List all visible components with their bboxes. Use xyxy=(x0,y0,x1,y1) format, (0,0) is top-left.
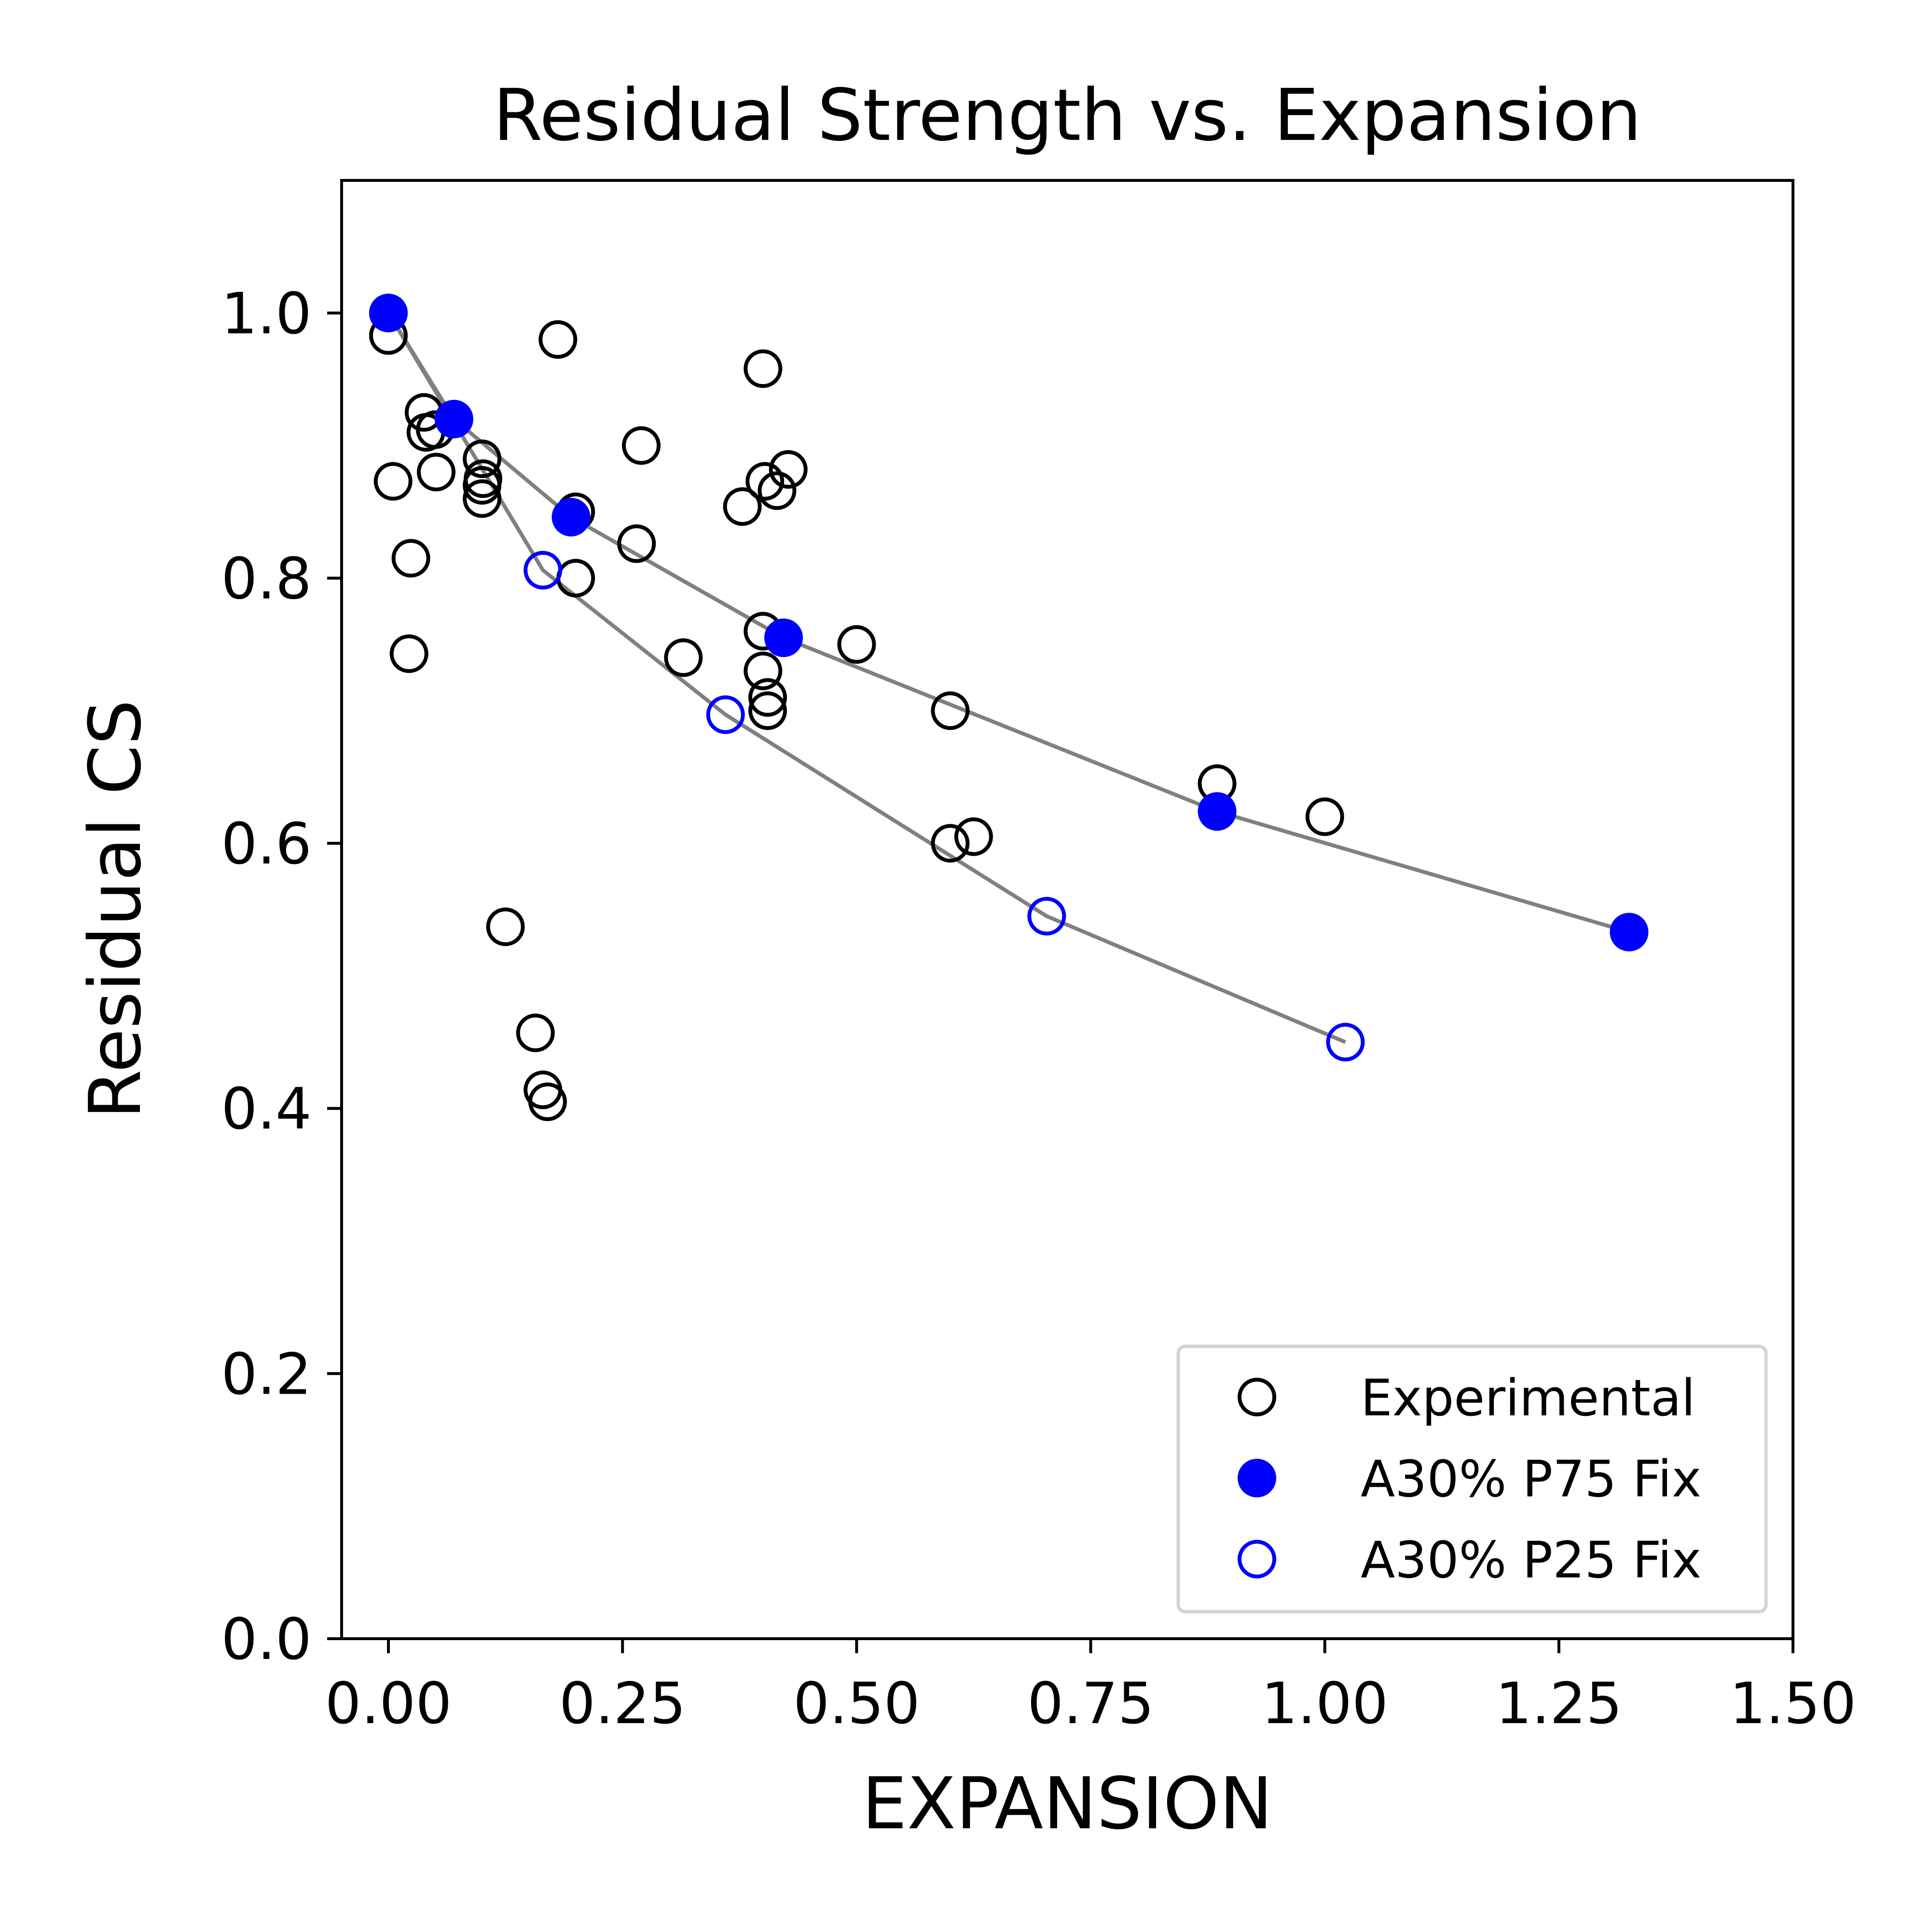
legend-marker-0 xyxy=(1238,1378,1276,1416)
data-point-s0-8 xyxy=(463,439,502,479)
data-point-s0-15 xyxy=(528,1082,567,1121)
legend-label-0: Experimental xyxy=(1361,1369,1696,1427)
x-tick-label-1: 0.25 xyxy=(559,1670,686,1737)
data-point-s0-29 xyxy=(748,678,787,717)
data-point-s0-21 xyxy=(664,638,703,677)
data-point-s1-1 xyxy=(434,399,473,438)
data-point-s1-4 xyxy=(1198,792,1237,831)
legend-marker-1 xyxy=(1238,1459,1276,1497)
data-point-s0-3 xyxy=(391,539,430,578)
data-point-s0-31 xyxy=(837,625,876,664)
x-tick-label-3: 0.75 xyxy=(1027,1670,1154,1737)
legend: Experimental A30% P75 Fix A30% P25 Fix xyxy=(1176,1344,1768,1614)
data-point-s0-28 xyxy=(744,651,783,690)
y-axis-label: Residual CS xyxy=(74,699,157,1119)
data-point-s0-20 xyxy=(622,426,661,465)
y-tick-label-0: 0.0 xyxy=(221,1606,312,1672)
x-axis-label: EXPANSION xyxy=(862,1762,1272,1845)
data-point-s2-1 xyxy=(524,551,563,589)
y-tick-label-2: 0.4 xyxy=(221,1076,312,1142)
data-point-s0-16 xyxy=(538,320,578,359)
data-point-s1-3 xyxy=(764,618,803,658)
data-point-s0-12 xyxy=(486,907,525,946)
data-point-s1-5 xyxy=(1610,913,1649,952)
data-point-s0-25 xyxy=(758,471,797,510)
data-point-s0-1 xyxy=(373,462,413,501)
data-point-s2-4 xyxy=(1326,1023,1365,1062)
x-tick-label-0: 0.00 xyxy=(325,1670,452,1737)
data-point-s0-34 xyxy=(954,817,993,856)
data-point-s0-10 xyxy=(463,479,502,518)
x-tick-label-2: 0.50 xyxy=(793,1670,920,1737)
data-point-s2-0 xyxy=(369,293,408,332)
data-point-s0-19 xyxy=(617,524,656,563)
plot-inner xyxy=(369,293,1649,1121)
data-point-s0-24 xyxy=(745,462,785,501)
x-tick-label-6: 1.50 xyxy=(1730,1670,1857,1737)
y-tick-label-5: 1.0 xyxy=(221,280,312,347)
x-tick-label-4: 1.00 xyxy=(1261,1670,1388,1737)
y-tick-label-1: 0.2 xyxy=(221,1341,312,1407)
data-point-s0-33 xyxy=(931,824,970,863)
x-tick-label-5: 1.25 xyxy=(1495,1670,1622,1737)
data-point-s2-3 xyxy=(1027,897,1066,936)
legend-marker-2 xyxy=(1238,1540,1276,1578)
data-point-s0-32 xyxy=(931,691,970,730)
data-point-s0-13 xyxy=(516,1014,555,1053)
y-tick-label-4: 0.8 xyxy=(221,545,312,612)
data-point-s2-2 xyxy=(706,695,745,734)
plot-area xyxy=(369,293,1649,1121)
data-point-s0-30 xyxy=(748,691,787,730)
data-point-s1-0 xyxy=(369,293,408,332)
data-point-s0-26 xyxy=(769,450,808,489)
data-point-s0-22 xyxy=(723,487,762,526)
data-point-s0-36 xyxy=(1305,797,1344,836)
axes-frame xyxy=(340,179,1794,1640)
legend-label-2: A30% P25 Fix xyxy=(1361,1531,1701,1589)
legend-box xyxy=(1176,1344,1768,1614)
y-tick-label-3: 0.6 xyxy=(221,810,312,877)
data-point-s0-23 xyxy=(744,349,783,388)
legend-label-1: A30% P75 Fix xyxy=(1361,1450,1701,1508)
data-point-s0-7 xyxy=(417,452,455,492)
data-point-s0-2 xyxy=(389,634,428,673)
data-point-s0-11 xyxy=(463,466,502,505)
axes: 0.00 0.25 0.50 0.75 1.00 1.25 1.50 0.0 0.2 0.4 0.6… xyxy=(221,179,1857,1737)
chart-title: Residual Strength vs. Expansion xyxy=(493,74,1641,157)
data-point-s1-2 xyxy=(551,498,591,536)
